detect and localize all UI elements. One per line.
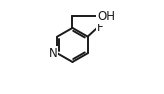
Text: N: N <box>49 47 57 60</box>
Text: F: F <box>97 21 104 34</box>
Text: OH: OH <box>97 10 115 23</box>
